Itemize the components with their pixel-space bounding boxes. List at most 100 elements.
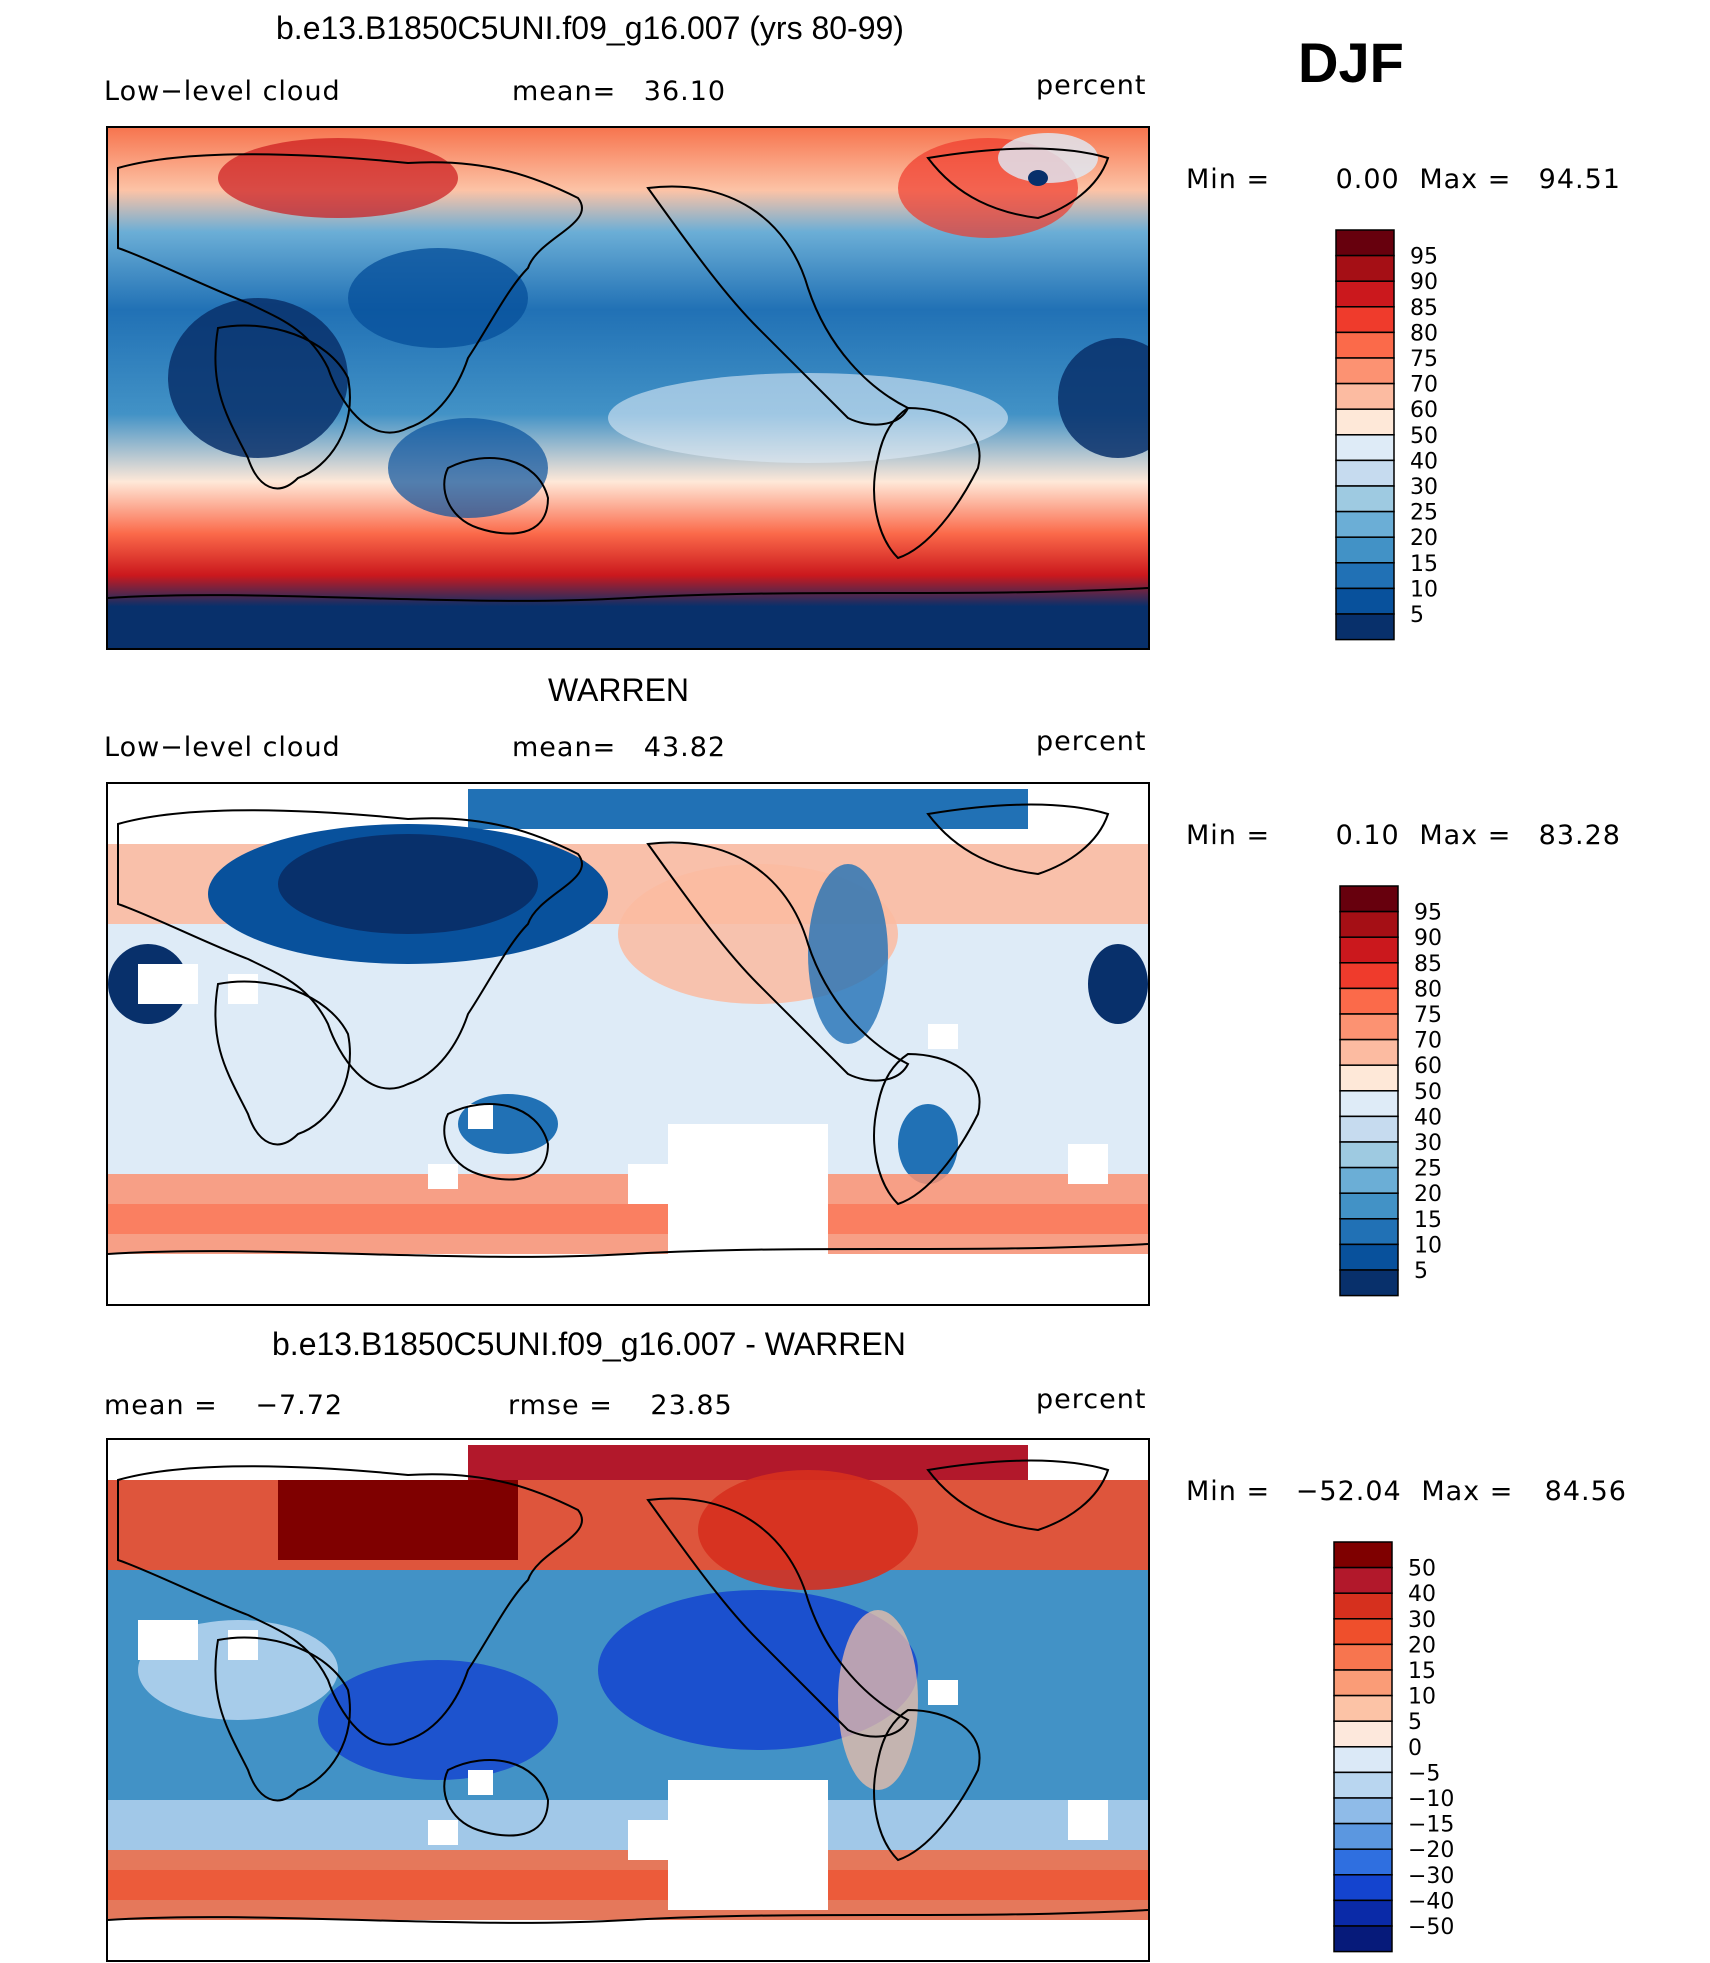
colorbar-tick-label: 5 — [1408, 1710, 1422, 1735]
colorbar-tick-label: −30 — [1408, 1864, 1454, 1889]
panel3-units: percent — [1036, 1384, 1147, 1415]
panel3-rmse-label: rmse = 23.85 — [508, 1390, 733, 1421]
panel2-mean-value: 43.82 — [643, 732, 727, 763]
colorbar-tick-label: 70 — [1410, 373, 1438, 398]
colorbar-tick-label: 5 — [1414, 1259, 1428, 1284]
colorbar-swatch — [1335, 510, 1395, 538]
colorbar-tick-label: 40 — [1414, 1105, 1442, 1130]
colorbar-swatch — [1339, 1192, 1399, 1220]
colorbar-swatch — [1339, 1090, 1399, 1118]
panel1-minmax: Min = 0.00 Max = 94.51 — [1186, 164, 1621, 195]
colorbar-swatch — [1335, 587, 1395, 615]
colorbar-swatch — [1339, 1269, 1399, 1297]
colorbar-swatch — [1339, 1013, 1399, 1041]
colorbar-tick-label: 5 — [1410, 603, 1424, 628]
colorbar-tick-label: 80 — [1414, 977, 1442, 1002]
colorbar-tick-label: 75 — [1414, 1003, 1442, 1028]
panel2-mean-text: mean= — [512, 732, 617, 763]
colorbar-tick-label: 80 — [1410, 321, 1438, 346]
colorbar-swatch — [1335, 562, 1395, 590]
panel3-max-value: 84.56 — [1544, 1476, 1627, 1507]
colorbar-swatch — [1335, 254, 1395, 282]
colorbar-swatch — [1333, 1746, 1393, 1774]
colorbar-swatch — [1333, 1874, 1393, 1902]
colorbar-swatch — [1339, 910, 1399, 938]
panel1-title: b.e13.B1850C5UNI.f09_g16.007 (yrs 80-99) — [276, 10, 904, 46]
colorbar-tick-label: 85 — [1410, 296, 1438, 321]
panel1-mean-value: 36.10 — [643, 76, 727, 107]
colorbar-swatch — [1335, 382, 1395, 410]
panel3-mean-label: mean = −7.72 — [104, 1390, 343, 1421]
colorbar-swatch — [1333, 1771, 1393, 1799]
panel1-map — [106, 126, 1150, 650]
colorbar-tick-label: 20 — [1410, 526, 1438, 551]
colorbar-tick-label: 15 — [1414, 1208, 1442, 1233]
season-label: DJF — [1298, 31, 1404, 94]
colorbar-swatch — [1333, 1669, 1393, 1697]
colorbar-swatch — [1333, 1566, 1393, 1594]
panel1-min-value: 0.00 — [1335, 164, 1400, 195]
panel2-min-value: 0.10 — [1335, 820, 1400, 851]
colorbar-tick-label: −40 — [1408, 1889, 1454, 1914]
colorbar-swatch — [1333, 1643, 1393, 1671]
panel2-minmax: Min = 0.10 Max = 83.28 — [1186, 820, 1621, 851]
colorbar-swatch — [1335, 485, 1395, 513]
colorbar-swatch — [1335, 613, 1395, 641]
colorbar-swatch — [1333, 1797, 1393, 1825]
colorbar-swatch — [1335, 331, 1395, 359]
panel1-colorbar: 95 90 85 80 75 70 60 50 40 30 25 20 15 10 5 — [1334, 228, 1464, 641]
panel1-min-label: Min = — [1186, 164, 1271, 195]
panel2-variable-label: Low−level cloud — [104, 732, 341, 763]
colorbar-tick-label: 60 — [1410, 398, 1438, 423]
panel1-mean-label: mean= 36.10 — [512, 76, 726, 107]
colorbar-swatch — [1339, 1141, 1399, 1169]
colorbar-swatch — [1335, 306, 1395, 334]
panel2-mean-label: mean= 43.82 — [512, 732, 726, 763]
panel2-colorbar: 95 90 85 80 75 70 60 50 40 30 25 20 15 10 5 — [1338, 884, 1468, 1297]
colorbar-swatch — [1335, 357, 1395, 385]
panel3-map — [106, 1438, 1150, 1962]
colorbar-swatch — [1339, 1218, 1399, 1246]
panel1-variable-label: Low−level cloud — [104, 76, 341, 107]
colorbar-swatch — [1335, 459, 1395, 487]
panel2-max-value: 83.28 — [1538, 820, 1621, 851]
panel2-min-label: Min = — [1186, 820, 1271, 851]
colorbar-swatch — [1335, 408, 1395, 436]
colorbar-tick-label: 50 — [1408, 1557, 1436, 1582]
colorbar-tick-label: −10 — [1408, 1787, 1454, 1812]
panel3-rmse-value: 23.85 — [650, 1390, 733, 1421]
panel3-min-value: −52.04 — [1295, 1476, 1402, 1507]
colorbar-tick-label: 40 — [1408, 1582, 1436, 1607]
colorbar-swatch — [1335, 229, 1395, 257]
colorbar-swatch — [1339, 962, 1399, 990]
colorbar-tick-label: 0 — [1408, 1736, 1422, 1761]
colorbar-swatch — [1339, 1243, 1399, 1271]
colorbar-swatch — [1333, 1618, 1393, 1646]
colorbar-swatch — [1333, 1899, 1393, 1927]
panel3-minmax: Min = −52.04 Max = 84.56 — [1186, 1476, 1627, 1507]
colorbar-tick-label: 30 — [1414, 1131, 1442, 1156]
colorbar-tick-label: −20 — [1408, 1838, 1454, 1863]
colorbar-tick-label: 30 — [1410, 475, 1438, 500]
panel3-mean-text: mean = — [104, 1390, 218, 1421]
panel2-title: WARREN — [548, 672, 690, 708]
colorbar-swatch — [1335, 536, 1395, 564]
colorbar-tick-label: 10 — [1408, 1685, 1436, 1710]
colorbar-swatch — [1335, 434, 1395, 462]
colorbar-tick-label: 15 — [1408, 1659, 1436, 1684]
colorbar-tick-label: −50 — [1408, 1915, 1454, 1940]
colorbar-swatch — [1333, 1720, 1393, 1748]
colorbar-tick-label: 40 — [1410, 449, 1438, 474]
panel3-max-label: Max = — [1421, 1476, 1514, 1507]
colorbar-tick-label: 75 — [1410, 347, 1438, 372]
panel1-mean-text: mean= — [512, 76, 617, 107]
panel2-map — [106, 782, 1150, 1306]
colorbar-tick-label: 90 — [1414, 926, 1442, 951]
colorbar-tick-label: 60 — [1414, 1054, 1442, 1079]
colorbar-tick-label: 15 — [1410, 552, 1438, 577]
colorbar-tick-label: 10 — [1414, 1233, 1442, 1258]
colorbar-swatch — [1333, 1694, 1393, 1722]
